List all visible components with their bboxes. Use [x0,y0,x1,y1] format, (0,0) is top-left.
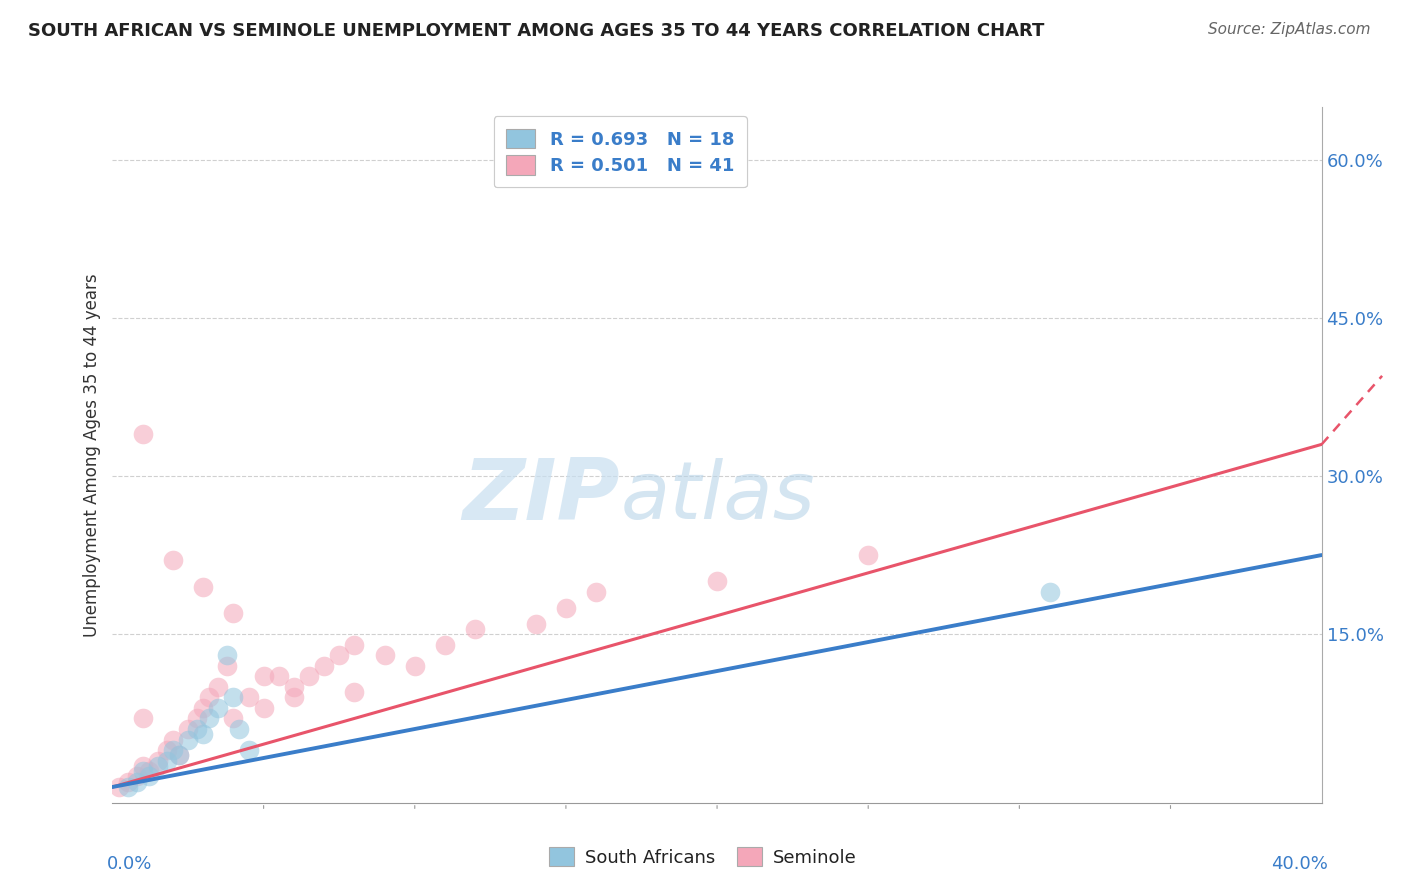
Point [186,711,208,725]
Point [207,680,229,694]
Point [162,743,184,757]
Point [222,711,245,725]
Point [117,780,139,794]
Text: 40.0%: 40.0% [1271,855,1327,873]
Text: atlas: atlas [620,458,815,536]
Point [267,669,290,683]
Point [125,769,148,783]
Point [177,732,200,747]
Point [191,727,214,741]
Point [238,743,260,757]
Point [283,680,305,694]
Point [433,638,456,652]
Text: 0.0%: 0.0% [107,855,152,873]
Point [132,711,155,725]
Point [253,669,276,683]
Point [314,658,336,673]
Text: SOUTH AFRICAN VS SEMINOLE UNEMPLOYMENT AMONG AGES 35 TO 44 YEARS CORRELATION CHA: SOUTH AFRICAN VS SEMINOLE UNEMPLOYMENT A… [28,22,1045,40]
Point [238,690,260,705]
Point [191,701,214,715]
Point [283,690,305,705]
Point [132,426,155,441]
Text: Source: ZipAtlas.com: Source: ZipAtlas.com [1208,22,1371,37]
Point [125,774,148,789]
Point [107,780,129,794]
Point [156,743,179,757]
Point [253,701,276,715]
Point [207,701,229,715]
Legend: R = 0.693   N = 18, R = 0.501   N = 41: R = 0.693 N = 18, R = 0.501 N = 41 [494,116,747,187]
Point [217,648,239,663]
Y-axis label: Unemployment Among Ages 35 to 44 years: Unemployment Among Ages 35 to 44 years [83,273,101,637]
Point [328,648,350,663]
Point [198,690,221,705]
Point [343,638,366,652]
Point [162,732,184,747]
Point [222,606,245,620]
Point [162,553,184,567]
Point [146,759,169,773]
Point [132,764,155,779]
Point [856,548,880,562]
Text: ZIP: ZIP [463,455,620,538]
Point [706,574,728,589]
Point [554,600,576,615]
Point [146,754,169,768]
Point [198,711,221,725]
Point [177,722,200,736]
Point [156,754,179,768]
Point [217,658,239,673]
Point [138,769,160,783]
Point [298,669,321,683]
Point [167,748,190,763]
Point [138,764,160,779]
Point [404,658,426,673]
Point [374,648,396,663]
Point [464,622,486,636]
Point [1038,585,1062,599]
Point [167,748,190,763]
Point [343,685,366,699]
Point [222,690,245,705]
Point [585,585,607,599]
Point [117,774,139,789]
Legend: South Africans, Seminole: South Africans, Seminole [541,840,865,874]
Point [191,580,214,594]
Point [132,759,155,773]
Point [186,722,208,736]
Point [524,616,547,631]
Point [228,722,250,736]
